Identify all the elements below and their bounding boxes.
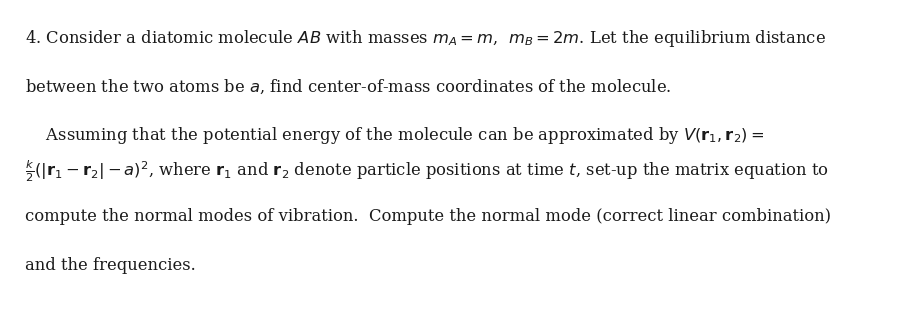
Text: Assuming that the potential energy of the molecule can be approximated by $V(\ma: Assuming that the potential energy of th… [25, 125, 765, 146]
Text: compute the normal modes of vibration.  Compute the normal mode (correct linear : compute the normal modes of vibration. C… [25, 208, 832, 225]
Text: between the two atoms be $a$, find center-of-mass coordinates of the molecule.: between the two atoms be $a$, find cente… [25, 78, 672, 96]
Text: 4. Consider a diatomic molecule $\mathit{AB}$ with masses $m_A = m$,  $m_B = 2m$: 4. Consider a diatomic molecule $\mathit… [25, 28, 826, 49]
Text: $\frac{k}{2}(|\mathbf{r}_1 - \mathbf{r}_2| - a)^2$, where $\mathbf{r}_1$ and $\m: $\frac{k}{2}(|\mathbf{r}_1 - \mathbf{r}_… [25, 158, 830, 184]
Text: and the frequencies.: and the frequencies. [25, 257, 196, 274]
